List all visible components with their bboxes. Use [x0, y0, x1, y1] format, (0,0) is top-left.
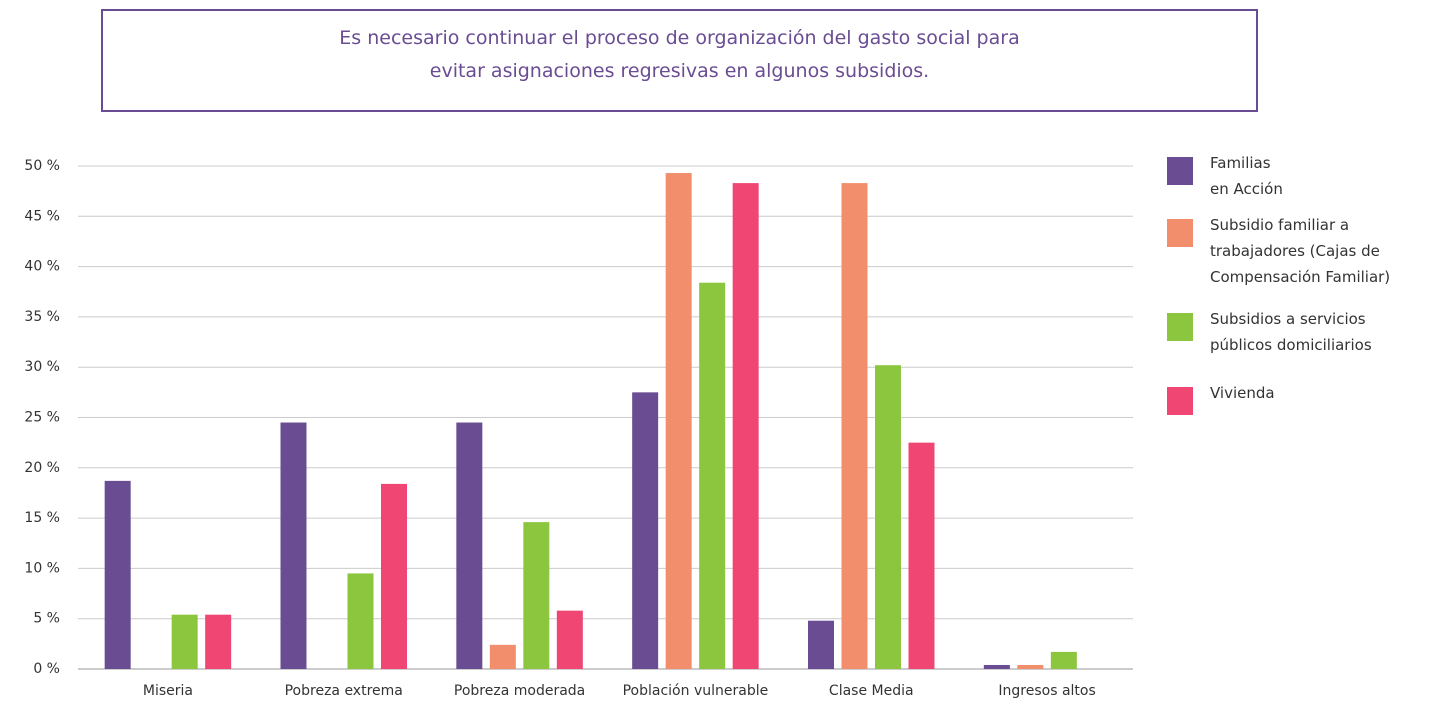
bar	[280, 422, 307, 669]
x-tick-label: Pobreza moderada	[454, 683, 585, 699]
bar	[205, 614, 232, 669]
bar	[841, 183, 868, 670]
bar	[104, 480, 131, 669]
bar	[632, 392, 659, 669]
bar	[808, 620, 834, 669]
bar	[523, 522, 550, 669]
bar	[381, 483, 407, 669]
legend-label: Vivienda	[1210, 384, 1275, 402]
legend-swatch	[1167, 157, 1193, 185]
y-tick-label: 20 %	[24, 460, 60, 476]
legend-swatch	[1167, 387, 1193, 415]
y-tick-label: 30 %	[24, 359, 60, 375]
x-tick-label: Miseria	[143, 683, 193, 699]
y-tick-label: 35 %	[24, 309, 60, 325]
bar	[983, 664, 1010, 669]
y-tick-label: 15 %	[24, 510, 60, 526]
y-tick-label: 5 %	[33, 611, 60, 627]
title-box: Es necesario continuar el proceso de org…	[101, 9, 1258, 112]
bar	[456, 422, 483, 669]
bar	[171, 614, 198, 669]
chart-title: Es necesario continuar el proceso de org…	[339, 27, 1020, 49]
bar	[347, 573, 374, 669]
bar	[875, 365, 901, 669]
legend-label: Subsidios a servicios públicos domicilia…	[1210, 310, 1372, 354]
bar	[665, 173, 692, 670]
bar	[732, 183, 759, 670]
y-tick-label: 50 %	[24, 158, 60, 174]
y-tick-label: 0 %	[33, 661, 60, 677]
bar	[556, 610, 583, 669]
bar	[489, 644, 516, 669]
bar	[1017, 664, 1044, 669]
bar	[908, 442, 935, 669]
legend-label: Familias en Acción	[1210, 154, 1283, 198]
y-tick-label: 10 %	[24, 560, 60, 576]
bar	[699, 282, 726, 669]
x-tick-label: Ingresos altos	[998, 683, 1095, 699]
y-tick-label: 25 %	[24, 410, 60, 426]
chart-title: evitar asignaciones regresivas en alguno…	[429, 60, 930, 82]
x-tick-label: Clase Media	[829, 683, 914, 699]
y-tick-label: 45 %	[24, 208, 60, 224]
x-tick-label: Población vulnerable	[623, 683, 769, 699]
y-tick-label: 40 %	[24, 259, 60, 275]
legend-label: Subsidio familiar a trabajadores (Cajas …	[1210, 216, 1391, 286]
legend-swatch	[1167, 313, 1193, 341]
x-tick-label: Pobreza extrema	[285, 683, 403, 699]
legend-swatch	[1167, 219, 1193, 247]
bar	[1050, 651, 1077, 669]
